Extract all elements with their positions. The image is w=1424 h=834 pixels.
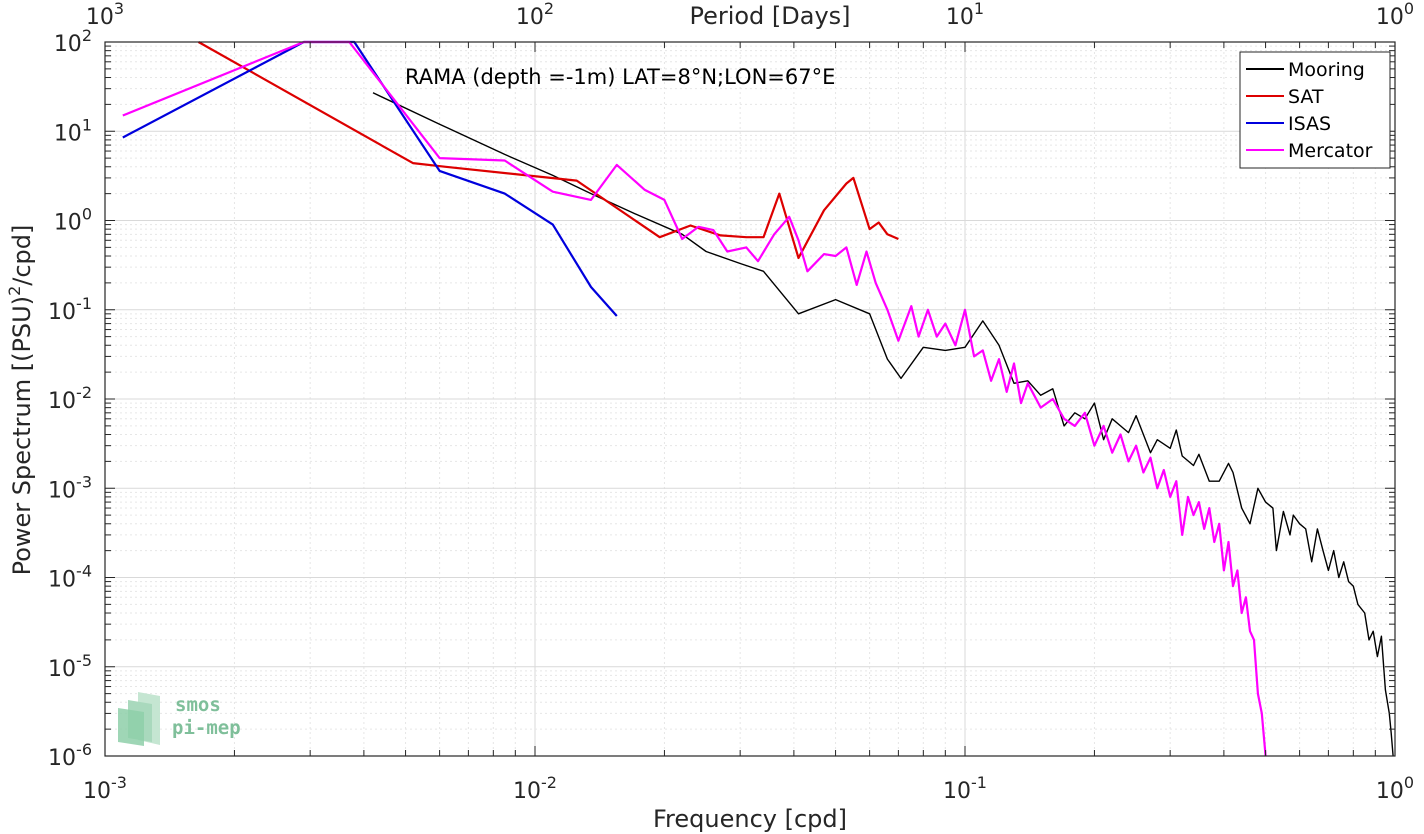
- legend-label-isas: ISAS: [1288, 113, 1331, 135]
- logo-mark-front: [118, 708, 144, 746]
- y-tick-label-exponent: -1: [76, 294, 92, 313]
- top-x-tick-label: 102: [516, 0, 554, 30]
- y-tick-label-exponent: -3: [76, 472, 92, 491]
- y-tick-label: 101: [54, 115, 92, 146]
- smos-pi-mep-logo: smos pi-mep: [118, 692, 241, 746]
- x-tick-label: 10-3: [83, 773, 127, 804]
- chart-title: RAMA (depth =-1m) LAT=8°N;LON=67°E: [405, 65, 835, 89]
- logo-line-2: pi-mep: [172, 717, 241, 739]
- y-axis-label-main: Power Spectrum [(PSU): [8, 296, 36, 575]
- x-tick-label-exponent: 0: [1404, 773, 1414, 792]
- top-x-tick-label-exponent: 1: [974, 0, 984, 18]
- top-x-tick-label-base: 10: [516, 5, 544, 30]
- series-line-sat: [197, 41, 899, 260]
- x-tick-label: 10-2: [513, 773, 557, 804]
- top-x-tick-label-base: 10: [946, 5, 974, 30]
- top-x-tick-label: 101: [946, 0, 984, 30]
- logo-line-1: smos: [175, 694, 221, 716]
- legend-label-sat: SAT: [1288, 86, 1324, 108]
- y-tick-label-base: 10: [48, 300, 76, 325]
- y-tick-label-exponent: 0: [82, 205, 92, 224]
- y-tick-label: 10-1: [48, 294, 92, 325]
- y-tick-label-exponent: -6: [76, 740, 92, 759]
- legend-box: [1239, 51, 1391, 169]
- y-tick-label: 10-2: [48, 383, 92, 414]
- top-x-tick-label-base: 10: [1376, 5, 1404, 30]
- y-tick-label-base: 10: [48, 478, 76, 503]
- legend: Mooring SAT ISAS Mercator: [1239, 51, 1391, 169]
- y-tick-label: 102: [54, 26, 92, 57]
- y-axis-label: Power Spectrum [(PSU)2/cpd]: [5, 225, 36, 576]
- y-tick-label-base: 10: [54, 211, 82, 236]
- y-tick-label-exponent: 1: [82, 115, 92, 134]
- x-tick-label-base: 10: [943, 779, 971, 804]
- series-line-mooring: [372, 92, 1394, 757]
- x-tick-label-exponent: -2: [541, 773, 557, 792]
- y-tick-label: 100: [54, 205, 92, 236]
- top-x-tick-label-exponent: 0: [1404, 0, 1414, 18]
- y-tick-label: 10-4: [48, 562, 92, 593]
- top-x-axis-label: Period [Days]: [689, 2, 850, 30]
- x-tick-label: 100: [1376, 773, 1414, 804]
- legend-label-mooring: Mooring: [1288, 59, 1365, 81]
- x-tick-label-base: 10: [513, 779, 541, 804]
- series-line-mercator: [122, 40, 1267, 757]
- y-tick-label-exponent: 2: [82, 26, 92, 45]
- y-tick-label-base: 10: [54, 121, 82, 146]
- y-tick-label-base: 10: [48, 657, 76, 682]
- top-x-tick-label: 103: [86, 0, 124, 30]
- y-tick-label: 10-6: [48, 740, 92, 771]
- y-tick-label-exponent: -2: [76, 383, 92, 402]
- x-tick-label-base: 10: [83, 779, 111, 804]
- y-tick-label-base: 10: [48, 389, 76, 414]
- y-tick-label-base: 10: [48, 746, 76, 771]
- x-axis-label: Frequency [cpd]: [653, 805, 847, 833]
- x-tick-label-exponent: -3: [111, 773, 127, 792]
- y-tick-label-exponent: -5: [76, 651, 92, 670]
- y-tick-label: 10-5: [48, 651, 92, 682]
- x-tick-label-base: 10: [1376, 779, 1404, 804]
- y-axis-label-superscript: 2: [5, 286, 24, 296]
- y-tick-label: 10-3: [48, 472, 92, 503]
- top-x-tick-label-exponent: 3: [114, 0, 124, 18]
- y-tick-label-exponent: -4: [76, 562, 92, 581]
- y-axis-label-tail: /cpd]: [8, 225, 36, 286]
- top-x-tick-label-exponent: 2: [544, 0, 554, 18]
- top-x-tick-label-base: 10: [86, 5, 114, 30]
- y-tick-label-base: 10: [48, 568, 76, 593]
- y-tick-label-base: 10: [54, 32, 82, 57]
- x-tick-label: 10-1: [943, 773, 987, 804]
- x-tick-label-exponent: -1: [971, 773, 987, 792]
- legend-label-mercator: Mercator: [1288, 140, 1373, 162]
- top-x-tick-label: 100: [1376, 0, 1414, 30]
